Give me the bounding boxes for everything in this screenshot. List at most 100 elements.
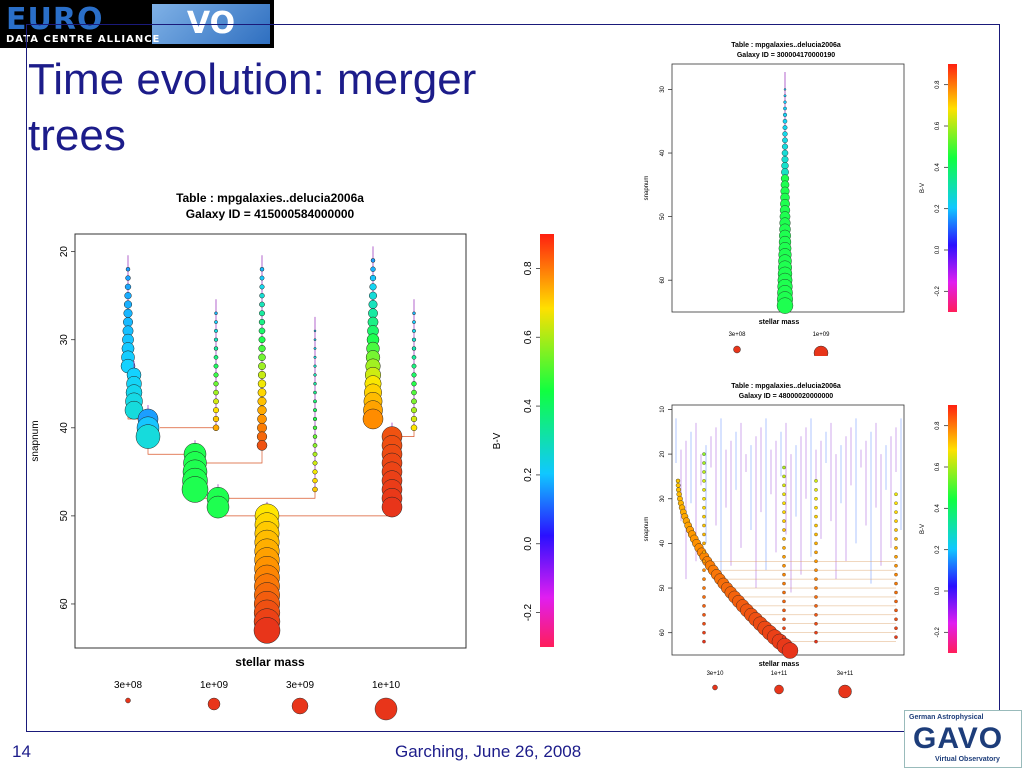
chart1-galaxy-point <box>135 424 161 449</box>
chart1-size-legend-label: 1e+10 <box>372 680 401 691</box>
chart1-galaxy-point <box>362 408 384 430</box>
chart3-galaxy-point <box>814 586 818 590</box>
chart1-branch-link <box>267 507 393 517</box>
chart3-galaxy-point <box>814 497 818 501</box>
chart1-galaxy-point <box>411 381 417 387</box>
chart1-galaxy-point <box>212 407 220 414</box>
chart1-galaxy-point <box>253 617 281 644</box>
chart3-galaxy-point <box>782 572 786 577</box>
chart1-galaxy-point <box>411 398 417 405</box>
chart3-galaxy-point <box>782 590 786 595</box>
chart1-size-legend-label: 3e+08 <box>114 680 143 691</box>
chart3-galaxy-point <box>702 541 706 546</box>
chart3-size-legend-circle <box>712 684 718 691</box>
chart1-galaxy-point <box>258 336 266 344</box>
chart1-galaxy-point <box>257 370 267 379</box>
chart3-galaxy-point <box>894 608 898 613</box>
chart1-galaxy-point <box>213 372 219 378</box>
chart2-galaxy-point <box>776 297 794 314</box>
chart1-xlabel: stellar mass <box>235 655 305 669</box>
chart3-galaxy-point <box>782 501 786 505</box>
chart2-cbar-tick-label: 0.8 <box>935 80 941 89</box>
chart3-galaxy-point <box>782 510 786 514</box>
chart3-galaxy-point <box>782 492 786 497</box>
gavo-logo-main: GAVO <box>913 722 1004 755</box>
chart1-galaxy-point <box>370 258 376 263</box>
chart3-galaxy-point <box>782 581 786 586</box>
chart1-galaxy-point <box>313 347 317 350</box>
chart2-size-legend-circle <box>733 345 741 354</box>
chart1-galaxy-point <box>213 389 219 396</box>
chart3-galaxy-point <box>782 626 786 630</box>
chart3-galaxy-point <box>894 626 898 630</box>
chart1-ytick-label: 60 <box>59 598 70 610</box>
chart2-cbar-tick-label: 0.6 <box>935 121 941 130</box>
chart1-galaxy-point <box>312 486 318 493</box>
slide-frame <box>26 24 1000 732</box>
chart1-cbar-tick-label: 0.8 <box>523 261 534 275</box>
chart1-galaxy-point <box>125 266 131 272</box>
chart3-galaxy-point <box>702 595 706 599</box>
chart1-size-legend-label: 1e+09 <box>200 680 229 691</box>
chart3-galaxy-point <box>814 604 818 608</box>
chart1-galaxy-point <box>214 320 218 324</box>
chart2-galaxy-point <box>782 125 788 131</box>
chart1-galaxy-point <box>213 346 219 351</box>
chart1-branch-link <box>195 445 263 464</box>
chart2-ytick-label: 30 <box>660 85 666 92</box>
chart1-galaxy-point <box>213 354 219 360</box>
chart1-galaxy-point <box>257 388 267 397</box>
chart3-galaxy-point <box>702 604 706 608</box>
chart3-subtitle: Galaxy ID = 48000020000000 <box>739 393 833 400</box>
chart1-galaxy-point <box>411 337 417 342</box>
chart1-size-legend-circle <box>125 697 131 704</box>
chart1-branch-link <box>218 489 316 499</box>
chart3-galaxy-point <box>894 510 898 514</box>
chart1-galaxy-point <box>370 266 376 272</box>
chart3-xlabel: stellar mass <box>759 661 800 668</box>
chart3-galaxy-point <box>894 555 898 559</box>
chart1-galaxy-point <box>258 327 266 335</box>
chart3-galaxy-point <box>702 559 706 563</box>
chart3-galaxy-point <box>894 501 898 505</box>
chart3-galaxy-point <box>814 621 818 626</box>
chart3-galaxy-point <box>676 491 682 497</box>
gavo-logo-line1: German Astrophysical <box>909 714 984 721</box>
chart3-cbar-tick-label: -0.2 <box>935 627 941 638</box>
chart3-galaxy-point <box>814 630 818 635</box>
chart2-subtitle: Galaxy ID = 300004170000190 <box>737 52 835 59</box>
chart3-galaxy-point <box>814 479 818 483</box>
gavo-logo: German Astrophysical GAVO Virtual Observ… <box>904 710 1022 768</box>
chart3-galaxy-point <box>894 537 898 541</box>
chart3-galaxy-point <box>702 497 706 501</box>
chart1-galaxy-point <box>257 414 267 424</box>
chart1-galaxy-point <box>369 274 377 282</box>
chart3-galaxy-point <box>814 577 818 581</box>
chart1-subtitle: Galaxy ID = 415000584000000 <box>186 207 355 221</box>
chart2-galaxy-point <box>783 88 787 91</box>
footer-text: Garching, June 26, 2008 <box>395 742 582 761</box>
chart1-galaxy-point <box>213 381 219 387</box>
chart1-cbar-tick-label: -0.2 <box>523 604 534 622</box>
merger-tree-chart-bottom-right: Table : mpgalaxies..delucia2006a Galaxy … <box>644 383 957 699</box>
chart3-galaxy-point <box>782 555 786 559</box>
chart1-ytick-label: 20 <box>59 246 70 258</box>
chart1-galaxy-point <box>256 440 268 451</box>
chart3-galaxy-point <box>702 488 706 492</box>
chart3-galaxy-point <box>702 452 706 456</box>
chart2-size-legend-label: 3e+08 <box>729 332 747 338</box>
chart3-galaxy-point <box>894 617 898 622</box>
chart3-galaxy-point <box>702 550 706 555</box>
chart3-galaxy-point <box>675 478 681 484</box>
chart1-galaxy-point <box>313 390 317 395</box>
chart2-xlabel: stellar mass <box>759 319 800 326</box>
chart3-galaxy-point <box>702 461 706 465</box>
chart2-galaxy-point <box>781 143 789 150</box>
chart1-galaxy-point <box>412 328 416 333</box>
chart1-cbar-tick-label: 0.0 <box>523 536 534 550</box>
chart2-size-legend-circle <box>813 345 829 356</box>
chart1-galaxy-point <box>368 299 378 309</box>
chart3-galaxy-point <box>894 581 898 586</box>
chart3-colorbar-label: B-V <box>920 524 926 534</box>
chart1-galaxy-point <box>313 329 317 333</box>
